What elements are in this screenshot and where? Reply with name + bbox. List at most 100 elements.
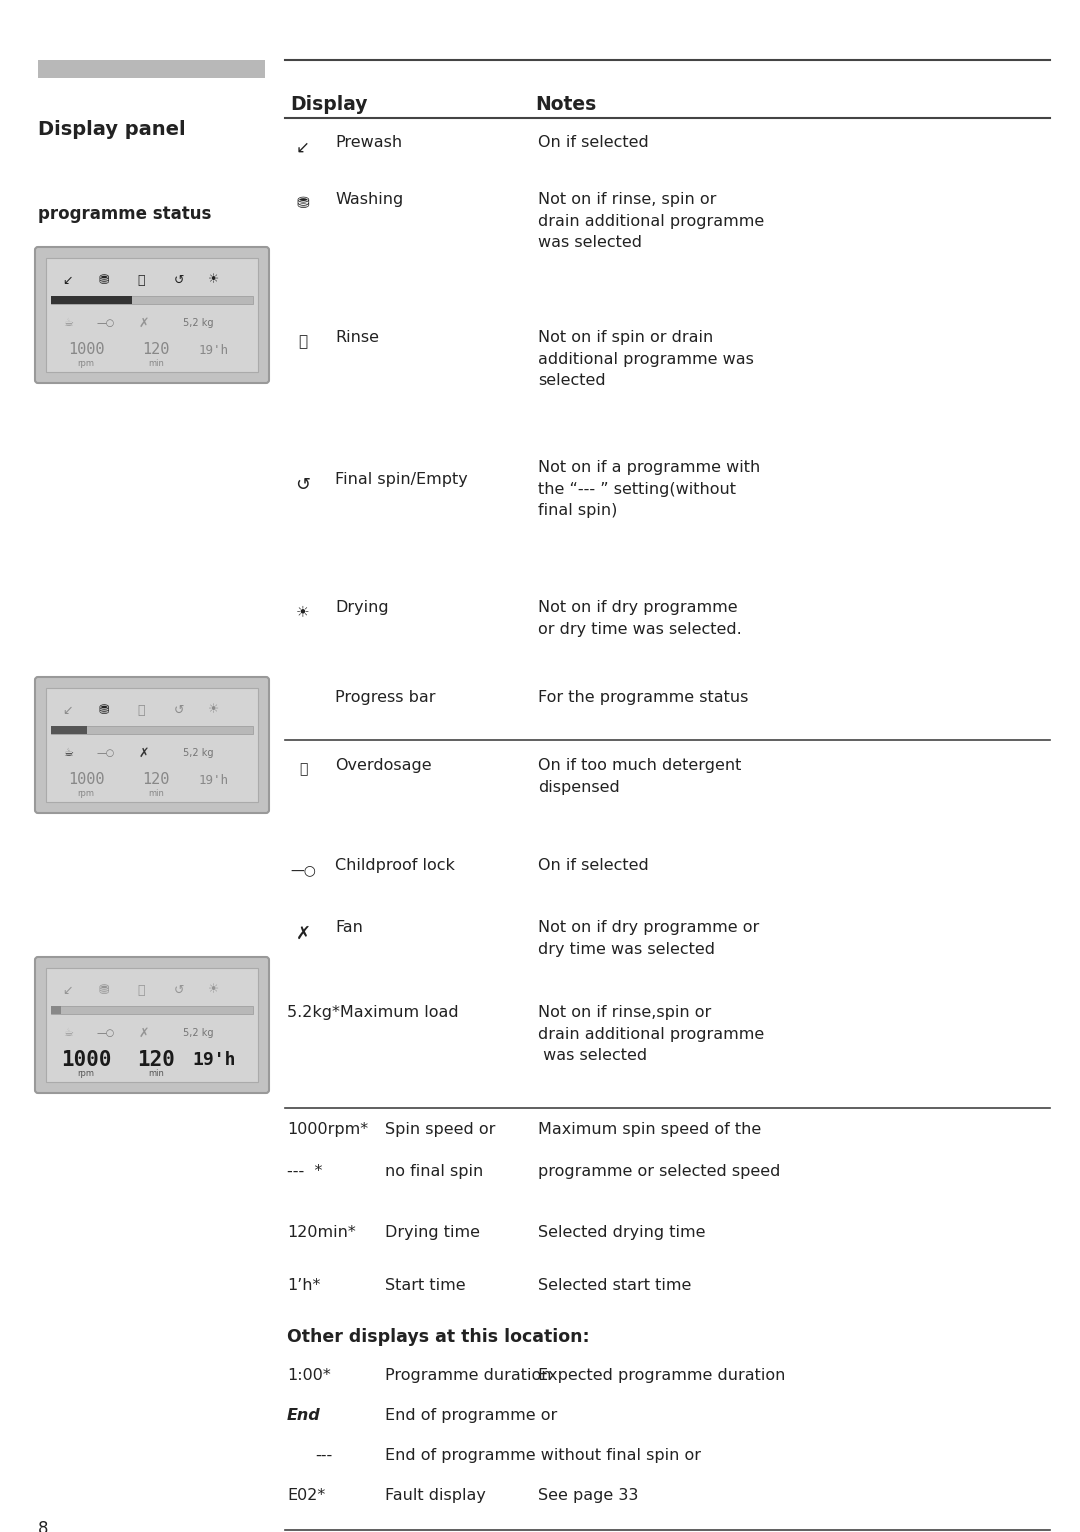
Text: Selected drying time: Selected drying time [538, 1226, 705, 1239]
Text: 19'h: 19'h [192, 1051, 235, 1069]
Text: ↺: ↺ [174, 703, 185, 717]
Text: —○: —○ [97, 1028, 116, 1039]
Bar [51, 1007, 62, 1014]
Text: ⛃: ⛃ [98, 703, 109, 717]
Text: Prewash: Prewash [335, 135, 402, 150]
Text: 1000: 1000 [68, 772, 105, 787]
Bar [46, 968, 258, 1082]
Text: 1:00*: 1:00* [287, 1368, 330, 1383]
Text: 5.2kg*Maximum load: 5.2kg*Maximum load [287, 1005, 459, 1020]
Text: ⛃: ⛃ [297, 196, 309, 211]
Text: Start time: Start time [384, 1278, 465, 1293]
Text: Expected programme duration: Expected programme duration [538, 1368, 785, 1383]
Text: ↙: ↙ [296, 139, 310, 156]
Text: Final spin/Empty: Final spin/Empty [335, 472, 468, 487]
Text: ☀: ☀ [208, 274, 219, 286]
Text: Display: Display [291, 95, 367, 113]
FancyBboxPatch shape [35, 247, 269, 383]
Text: Drying: Drying [335, 601, 389, 614]
Text: min: min [148, 789, 164, 798]
Text: ⚿: ⚿ [298, 334, 308, 349]
Text: For the programme status: For the programme status [538, 689, 748, 705]
Bar [51, 1007, 253, 1014]
Text: ✗: ✗ [138, 1026, 149, 1040]
Text: ☕: ☕ [63, 319, 73, 328]
Text: ☕: ☕ [63, 748, 73, 758]
Text: Rinse: Rinse [335, 329, 379, 345]
Text: On if too much detergent
dispensed: On if too much detergent dispensed [538, 758, 741, 795]
Text: ---  *: --- * [287, 1164, 322, 1180]
Text: —○: —○ [291, 863, 316, 876]
Text: End of programme without final spin or: End of programme without final spin or [384, 1448, 701, 1463]
Text: Fan: Fan [335, 921, 363, 935]
Text: ✗: ✗ [296, 925, 311, 944]
Text: programme status: programme status [38, 205, 212, 224]
FancyBboxPatch shape [35, 958, 269, 1092]
FancyBboxPatch shape [35, 677, 269, 813]
Text: Other displays at this location:: Other displays at this location: [287, 1328, 590, 1347]
Text: E02*: E02* [287, 1488, 325, 1503]
Text: 19'h: 19'h [199, 343, 229, 357]
Text: ⚿: ⚿ [137, 984, 145, 996]
Bar [46, 688, 258, 801]
Text: Notes: Notes [535, 95, 596, 113]
Bar [38, 60, 265, 78]
Text: ⛃: ⛃ [98, 274, 109, 286]
Text: 8: 8 [38, 1520, 49, 1532]
Text: Display panel: Display panel [38, 119, 186, 139]
Text: 120: 120 [143, 772, 170, 787]
Text: Not on if rinse,spin or
drain additional programme
 was selected: Not on if rinse,spin or drain additional… [538, 1005, 765, 1063]
Text: 120: 120 [137, 1049, 175, 1069]
Text: ⛅: ⛅ [299, 761, 307, 777]
Text: ↺: ↺ [296, 476, 311, 493]
Text: —○: —○ [97, 319, 116, 328]
Text: ---: --- [315, 1448, 333, 1463]
Text: End: End [287, 1408, 321, 1423]
Bar [51, 296, 253, 303]
Text: ↙: ↙ [63, 274, 73, 286]
Bar [46, 257, 258, 372]
Text: ↺: ↺ [174, 984, 185, 996]
Bar [51, 296, 132, 303]
Text: End of programme or: End of programme or [384, 1408, 557, 1423]
Text: Childproof lock: Childproof lock [335, 858, 455, 873]
Text: See page 33: See page 33 [538, 1488, 638, 1503]
Text: 120: 120 [143, 343, 170, 357]
Text: rpm: rpm [78, 1069, 95, 1079]
Text: Not on if dry programme or
dry time was selected: Not on if dry programme or dry time was … [538, 921, 759, 956]
Text: Not on if spin or drain
additional programme was
selected: Not on if spin or drain additional progr… [538, 329, 754, 388]
Text: 5,2 kg: 5,2 kg [183, 319, 213, 328]
Text: no final spin: no final spin [384, 1164, 483, 1180]
Text: Selected start time: Selected start time [538, 1278, 691, 1293]
Text: ↙: ↙ [63, 703, 73, 717]
Text: ⛃: ⛃ [98, 984, 109, 996]
Text: ↺: ↺ [174, 274, 185, 286]
Text: Programme duration: Programme duration [384, 1368, 552, 1383]
Text: Fault display: Fault display [384, 1488, 486, 1503]
Text: Overdosage: Overdosage [335, 758, 432, 774]
Text: On if selected: On if selected [538, 858, 649, 873]
Text: ⚿: ⚿ [137, 274, 145, 286]
Text: 1000rpm*: 1000rpm* [287, 1121, 368, 1137]
Text: 5,2 kg: 5,2 kg [183, 748, 213, 758]
Text: —○: —○ [97, 748, 116, 758]
Text: ☕: ☕ [63, 1028, 73, 1039]
Text: 1000: 1000 [60, 1049, 111, 1069]
Text: rpm: rpm [78, 360, 95, 369]
Text: Progress bar: Progress bar [335, 689, 435, 705]
Text: 19'h: 19'h [199, 774, 229, 786]
Text: Not on if dry programme
or dry time was selected.: Not on if dry programme or dry time was … [538, 601, 742, 637]
Bar [51, 726, 253, 734]
Text: ✗: ✗ [138, 317, 149, 329]
Text: Washing: Washing [335, 192, 403, 207]
Text: rpm: rpm [78, 789, 95, 798]
Text: Not on if rinse, spin or
drain additional programme
was selected: Not on if rinse, spin or drain additiona… [538, 192, 765, 250]
Text: 120min*: 120min* [287, 1226, 355, 1239]
Text: programme or selected speed: programme or selected speed [538, 1164, 781, 1180]
Text: 1’h*: 1’h* [287, 1278, 321, 1293]
Text: ☀: ☀ [296, 604, 310, 619]
Text: On if selected: On if selected [538, 135, 649, 150]
Text: Drying time: Drying time [384, 1226, 480, 1239]
Text: Spin speed or: Spin speed or [384, 1121, 496, 1137]
Text: ✗: ✗ [138, 746, 149, 760]
